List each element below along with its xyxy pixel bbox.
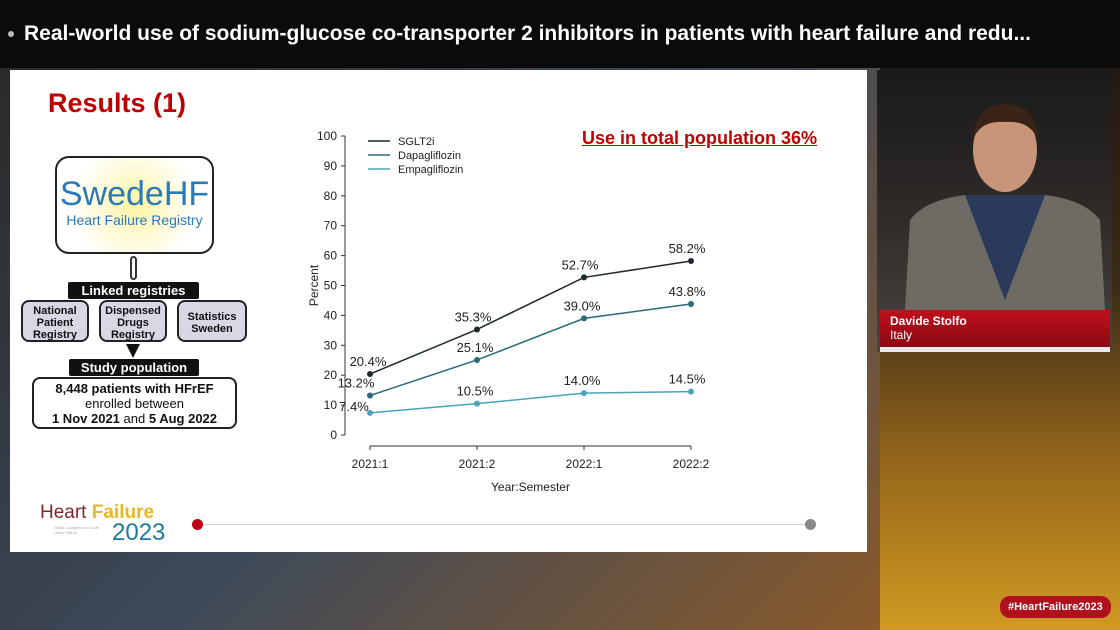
data-point <box>367 371 373 378</box>
chain-icon <box>130 256 137 280</box>
x-tick-label: 2021:2 <box>459 457 496 471</box>
y-tick-label: 10 <box>324 398 338 412</box>
x-axis-label: Year:Semester <box>491 480 570 494</box>
registry-dispensed-drugs: Dispensed Drugs Registry <box>99 300 167 342</box>
data-point <box>581 390 587 397</box>
data-label: 43.8% <box>669 284 706 299</box>
swedehf-subtitle: Heart Failure Registry <box>66 212 203 228</box>
data-label: 7.4% <box>339 399 369 414</box>
data-label: 35.3% <box>455 309 492 324</box>
data-label: 58.2% <box>669 241 706 256</box>
data-point <box>688 257 694 264</box>
slide-progress-line <box>205 524 805 525</box>
data-label: 39.0% <box>564 298 601 313</box>
x-tick-label: 2022:2 <box>673 457 710 471</box>
speaker-image <box>905 104 1105 310</box>
y-tick-label: 90 <box>324 159 338 173</box>
arrow-down-icon <box>126 344 140 358</box>
linked-registries-label: Linked registries <box>68 282 199 299</box>
y-tick-label: 70 <box>324 219 338 233</box>
menu-dots-icon[interactable] <box>8 31 14 37</box>
registry-national: National Patient Registry <box>21 300 89 342</box>
swedehf-logo: SwedeHF <box>59 175 210 213</box>
y-tick-label: 30 <box>324 338 338 352</box>
series-line-sglt2i <box>369 260 692 375</box>
y-tick-label: 80 <box>324 189 338 203</box>
data-label: 52.7% <box>562 257 599 272</box>
data-point <box>474 326 480 333</box>
hashtag-badge: #HeartFailure2023 <box>1000 596 1111 618</box>
speaker-country: Italy <box>890 328 913 342</box>
y-tick-label: 50 <box>324 279 338 293</box>
data-label: 14.0% <box>564 373 601 388</box>
data-label: 20.4% <box>350 354 387 369</box>
legend-label: Empagliflozin <box>398 164 463 176</box>
data-label: 10.5% <box>457 384 494 399</box>
data-point <box>581 274 587 281</box>
y-tick-label: 0 <box>330 428 337 442</box>
data-point <box>367 409 373 416</box>
heart-failure-2023-logo: Heart Failure 2023 World Congress on Acu… <box>40 502 166 546</box>
speaker-lower-third: Davide Stolfo Italy <box>880 310 1110 352</box>
y-tick-label: 100 <box>317 129 337 143</box>
registry-statistics-sweden: Statistics Sweden <box>177 300 247 342</box>
data-point <box>474 356 480 363</box>
series-line-dapagliflozin <box>369 303 692 397</box>
data-label: 14.5% <box>669 372 706 387</box>
series-line-empagliflozin <box>369 390 692 414</box>
x-tick-label: 2022:1 <box>566 457 603 471</box>
study-population-label: Study population <box>69 359 199 376</box>
data-label: 25.1% <box>457 340 494 355</box>
speaker-name: Davide Stolfo <box>890 314 967 328</box>
y-tick-label: 20 <box>324 368 338 382</box>
study-population-box: 8,448 patients with HFrEF enrolled betwe… <box>32 377 237 429</box>
y-axis-label: Percent <box>307 264 321 306</box>
slide-progress-start <box>192 519 203 530</box>
data-point <box>688 388 694 395</box>
y-tick-label: 40 <box>324 308 338 322</box>
legend-label: SGLT2i <box>398 136 434 148</box>
legend-label: Dapagliflozin <box>398 150 461 162</box>
swedehf-logo-box: SwedeHF Heart Failure Registry <box>55 156 214 254</box>
video-title-bar: Real-world use of sodium-glucose co-tran… <box>0 0 1120 68</box>
x-tick-label: 2021:1 <box>352 457 389 471</box>
video-title: Real-world use of sodium-glucose co-tran… <box>24 22 1031 45</box>
chart-note: Use in total population 36% <box>582 128 818 148</box>
data-point <box>581 315 587 322</box>
y-tick-label: 60 <box>324 249 338 263</box>
slide-title: Results (1) <box>48 88 187 118</box>
data-point <box>688 301 694 308</box>
data-point <box>367 392 373 399</box>
data-point <box>474 400 480 407</box>
data-label: 13.2% <box>338 376 375 391</box>
slide-progress-end <box>805 519 816 530</box>
